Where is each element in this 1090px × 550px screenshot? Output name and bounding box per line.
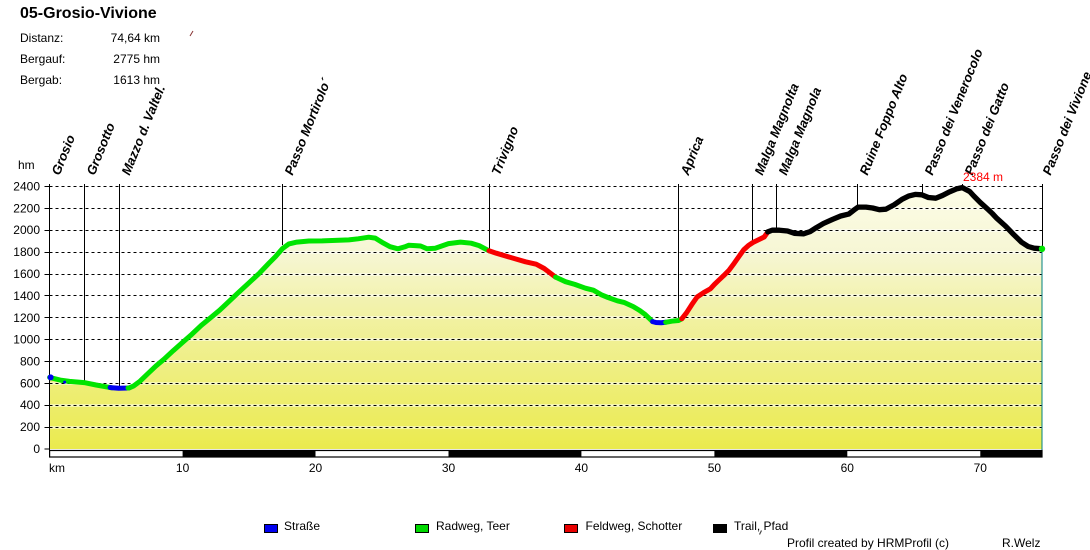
svg-text:10: 10 xyxy=(176,461,190,475)
svg-text:60: 60 xyxy=(841,461,855,475)
svg-text:20: 20 xyxy=(309,461,323,475)
svg-text:Trivigno: Trivigno xyxy=(488,124,521,177)
svg-text:1800: 1800 xyxy=(13,245,40,259)
svg-text:400: 400 xyxy=(20,398,40,412)
svg-text:Mazzo d. Valtel.: Mazzo d. Valtel. xyxy=(118,83,168,177)
svg-text:Grosotto: Grosotto xyxy=(83,121,117,178)
svg-text:70: 70 xyxy=(974,461,988,475)
svg-text:30: 30 xyxy=(442,461,456,475)
svg-text:0: 0 xyxy=(33,442,40,456)
svg-text:200: 200 xyxy=(20,420,40,434)
svg-text:Grosio: Grosio xyxy=(48,133,78,178)
svg-text:2200: 2200 xyxy=(13,201,40,215)
svg-text:50: 50 xyxy=(708,461,722,475)
svg-text:800: 800 xyxy=(20,355,40,369)
svg-text:Passo Mortirolo´: Passo Mortirolo´ xyxy=(281,76,334,177)
svg-text:hm: hm xyxy=(18,158,35,172)
svg-text:2400: 2400 xyxy=(13,180,40,194)
svg-text:1000: 1000 xyxy=(13,333,40,347)
svg-text:2384 m: 2384 m xyxy=(963,170,1003,184)
svg-text:Aprica: Aprica xyxy=(677,134,706,178)
svg-text:40: 40 xyxy=(575,461,589,475)
svg-text:1200: 1200 xyxy=(13,311,40,325)
svg-text:1400: 1400 xyxy=(13,289,40,303)
svg-text:Ruine Foppo Alto: Ruine Foppo Alto xyxy=(856,71,910,177)
svg-text:Passo dei Vivione: Passo dei Vivione xyxy=(1039,69,1090,177)
svg-text:1600: 1600 xyxy=(13,267,40,281)
svg-text:Passo dei Gatto: Passo dei Gatto xyxy=(961,80,1012,177)
svg-text:600: 600 xyxy=(20,376,40,390)
svg-text:2000: 2000 xyxy=(13,223,40,237)
svg-text:km: km xyxy=(49,461,65,475)
